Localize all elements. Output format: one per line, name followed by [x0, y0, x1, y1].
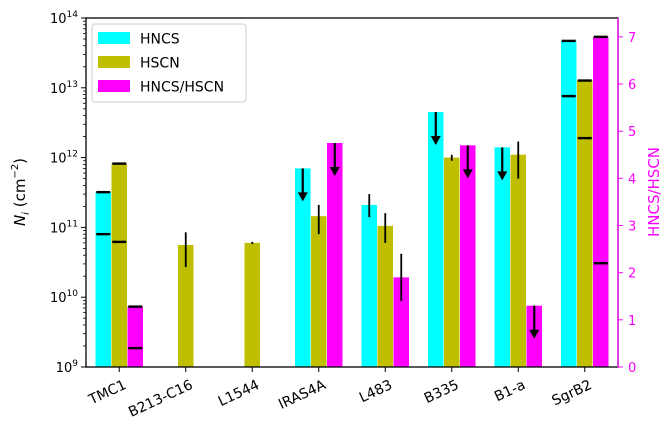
bar-hscn-b1-a: [510, 154, 526, 367]
bar-hncs-hscn-b335: [460, 145, 476, 367]
bar-hncs-b1-a: [494, 147, 510, 367]
y-right-tick-label-7: 7: [628, 31, 636, 46]
y-left-tick-label-1: 1010: [50, 289, 78, 306]
legend-box: [91, 23, 247, 103]
bar-hncs-hscn-sgrb2: [593, 36, 609, 368]
y-right-tick-label-5: 5: [628, 125, 636, 140]
legend-swatch-hscn: [98, 56, 130, 68]
x-tick-label-l1544: L1544: [216, 377, 262, 410]
y-left-axis-label: Ni (cm−2): [10, 158, 32, 226]
bar-hncs-hscn-l483: [393, 277, 409, 367]
x-tick-label-tmc1: TMC1: [86, 377, 129, 409]
y-left-tick-label-0: 109: [56, 359, 79, 376]
y-right-tick-label-6: 6: [628, 78, 636, 93]
legend-label-hncs: HNCS: [140, 32, 180, 48]
bar-hscn-tmc1: [111, 163, 127, 367]
y-left-tick-label-2: 1011: [50, 219, 78, 236]
y-right-tick-label-0: 0: [628, 361, 636, 376]
y-left-tick-label-3: 1012: [50, 150, 78, 167]
legend-swatch-hncs-hscn: [98, 80, 130, 92]
upper-limit-head-hncs-3: [297, 192, 308, 202]
bar-hscn-b213-c16: [178, 244, 194, 367]
bar-hscn-sgrb2: [577, 80, 593, 368]
bar-hscn-b335: [444, 157, 460, 367]
x-tick-label-iras4a: IRAS4A: [276, 377, 329, 413]
upper-limit-head-hncs-hscn-5: [462, 169, 473, 179]
y-right-tick-label-4: 4: [628, 172, 636, 187]
bar-hncs-b335: [428, 112, 444, 367]
x-tick-label-b213-c16: B213-C16: [126, 377, 195, 421]
bars-layer: [95, 36, 609, 368]
y-right-tick-label-1: 1: [628, 314, 636, 329]
bar-hscn-l483: [377, 225, 393, 367]
bar-hncs-tmc1: [95, 192, 111, 367]
y-right-tick-label-3: 3: [628, 220, 636, 235]
y-left-tick-label-4: 1013: [50, 80, 78, 97]
bar-hscn-l1544: [244, 242, 260, 367]
marks-layer: [96, 35, 608, 350]
legend-label-hncs-hscn: HNCS/HSCN: [140, 80, 224, 96]
upper-limit-head-hncs-hscn-3: [329, 166, 340, 176]
upper-limit-head-hncs-6: [497, 171, 508, 181]
x-tick-label-l483: L483: [357, 377, 395, 406]
upper-limit-head-hncs-hscn-6: [529, 329, 540, 339]
bar-hscn-iras4a: [311, 216, 327, 367]
y-right-tick-label-2: 2: [628, 267, 636, 282]
x-tick-label-b1-a: B1-a: [492, 377, 528, 405]
y-left-tick-label-5: 1014: [50, 10, 78, 27]
legend: HNCS HSCN HNCS/HSCN: [91, 23, 247, 103]
bar-hncs-hscn-tmc1: [127, 306, 143, 367]
legend-label-hscn: HSCN: [140, 56, 180, 72]
bar-hncs-hscn-iras4a: [327, 142, 343, 367]
legend-swatch-hncs: [98, 32, 130, 44]
y-right-axis-label: HNCS/HSCN: [645, 147, 661, 237]
bar-hncs-sgrb2: [561, 40, 577, 367]
bar-hncs-iras4a: [295, 168, 311, 367]
x-tick-label-sgrb2: SgrB2: [550, 377, 595, 409]
bar-hncs-l483: [361, 204, 377, 367]
x-tick-label-b335: B335: [422, 377, 462, 407]
upper-limit-head-hncs-5: [430, 136, 441, 146]
